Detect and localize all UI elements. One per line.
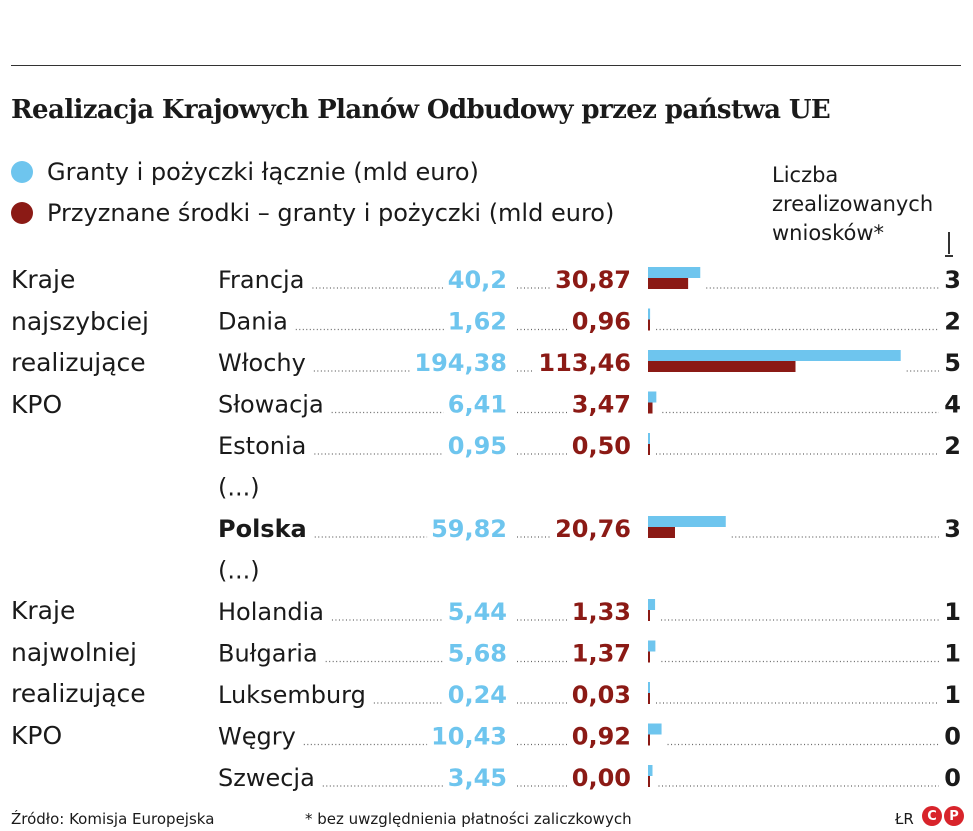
total-value-label: 5,44 — [448, 598, 507, 626]
legend-item-total: Granty i pożyczki łącznie (mld euro) — [11, 158, 479, 186]
total-bar — [648, 640, 656, 652]
country-label: Holandia — [218, 598, 324, 626]
legend-label-granted: Przyznane środki – granty i pożyczki (ml… — [47, 199, 615, 227]
granted-bar — [648, 319, 650, 331]
group-label-line: najszybciej — [11, 306, 149, 336]
granted-value-label: 1,37 — [572, 640, 631, 668]
group-label-line: KPO — [11, 720, 63, 750]
granted-value-label: 1,33 — [572, 598, 631, 626]
total-bar — [648, 682, 650, 693]
total-bar — [648, 433, 650, 444]
count-pointer — [945, 232, 953, 257]
total-value-label: 194,38 — [414, 349, 507, 377]
country-label: Bułgaria — [218, 640, 318, 668]
total-bar — [648, 599, 656, 610]
group-label-line: KPO — [11, 389, 63, 419]
granted-value-label: 0,00 — [572, 764, 631, 792]
group-label-slowest: Kraje najwolniej realizujące KPO — [11, 590, 146, 756]
granted-bar — [648, 444, 650, 455]
total-bar — [648, 308, 651, 320]
granted-bar — [648, 278, 689, 289]
legend-item-granted: Przyznane środki – granty i pożyczki (ml… — [11, 199, 614, 227]
total-value-label: 3,45 — [448, 764, 507, 792]
count-header-line: zrealizowanych — [772, 192, 934, 216]
legend-label-total: Granty i pożyczki łącznie (mld euro) — [47, 158, 479, 186]
granted-value-label: 3,47 — [572, 391, 631, 419]
count-label: 1 — [944, 598, 961, 626]
count-label: 2 — [944, 308, 961, 336]
total-value-label: 0,24 — [448, 681, 507, 709]
publisher-logo: C P — [922, 806, 964, 826]
country-label: Estonia — [218, 432, 306, 460]
author-initials: ŁR — [895, 810, 914, 828]
legend-swatch-total — [11, 161, 33, 183]
granted-bar — [648, 610, 650, 621]
count-header-line: wniosków* — [772, 221, 885, 245]
granted-value-label: 20,76 — [555, 515, 631, 543]
total-value-label: 6,41 — [448, 391, 507, 419]
country-label: Luksemburg — [218, 681, 366, 709]
total-bar — [648, 723, 662, 735]
total-bar — [648, 267, 701, 278]
count-label: 3 — [944, 515, 961, 543]
total-value-label: 1,62 — [448, 308, 507, 336]
count-label: 2 — [944, 432, 961, 460]
granted-bar — [648, 651, 650, 663]
country-label: Polska — [218, 515, 307, 543]
count-label: 5 — [944, 349, 961, 377]
granted-bar — [648, 693, 650, 704]
granted-bar — [648, 776, 650, 787]
country-label: Dania — [218, 308, 288, 336]
country-label: (...) — [218, 557, 260, 585]
group-label-line: najwolniej — [11, 637, 137, 667]
group-label-line: realizujące — [11, 348, 146, 377]
granted-value-label: 0,50 — [572, 432, 631, 460]
total-value-label: 0,95 — [448, 432, 507, 460]
group-label-fastest: Kraje najszybciej realizujące KPO — [11, 259, 149, 425]
total-value-label: 10,43 — [431, 723, 507, 751]
country-label: Węgry — [218, 723, 296, 751]
total-bar — [648, 350, 901, 361]
total-bar — [648, 391, 657, 403]
granted-value-label: 30,87 — [555, 266, 631, 294]
logo-letter: C — [922, 806, 942, 826]
source-note: Źródło: Komisja Europejska — [11, 810, 215, 828]
footnote: * bez uwzględnienia płatności zaliczkowy… — [305, 810, 632, 828]
top-rule — [11, 65, 961, 66]
total-value-label: 5,68 — [448, 640, 507, 668]
count-label: 1 — [944, 681, 961, 709]
granted-bar — [648, 734, 650, 746]
count-column-header: Liczba zrealizowanych wniosków* — [772, 161, 933, 248]
country-label: Włochy — [218, 349, 306, 377]
count-label: 0 — [944, 764, 961, 792]
legend-swatch-granted — [11, 202, 33, 224]
chart-title: Realizacja Krajowych Planów Odbudowy prz… — [11, 95, 831, 125]
granted-value-label: 0,92 — [572, 723, 631, 751]
count-label: 1 — [944, 640, 961, 668]
granted-value-label: 113,46 — [538, 349, 631, 377]
granted-value-label: 0,03 — [572, 681, 631, 709]
count-label: 4 — [944, 391, 961, 419]
total-value-label: 40,2 — [448, 266, 507, 294]
count-label: 0 — [944, 723, 961, 751]
count-header-line: Liczba — [772, 163, 839, 187]
total-bar — [648, 516, 726, 527]
granted-value-label: 0,96 — [572, 308, 631, 336]
granted-bar — [648, 402, 653, 414]
total-value-label: 59,82 — [431, 515, 507, 543]
group-label-line: Kraje — [11, 596, 76, 625]
group-label-line: Kraje — [11, 265, 76, 294]
country-label: Słowacja — [218, 391, 324, 419]
granted-bar — [648, 527, 675, 538]
granted-bar — [648, 361, 796, 372]
total-bar — [648, 765, 653, 776]
country-label: Szwecja — [218, 764, 315, 792]
country-label: Francja — [218, 266, 304, 294]
group-label-line: realizujące — [11, 679, 146, 708]
country-label: (...) — [218, 474, 260, 502]
logo-letter: P — [944, 806, 964, 826]
count-label: 3 — [944, 266, 961, 294]
